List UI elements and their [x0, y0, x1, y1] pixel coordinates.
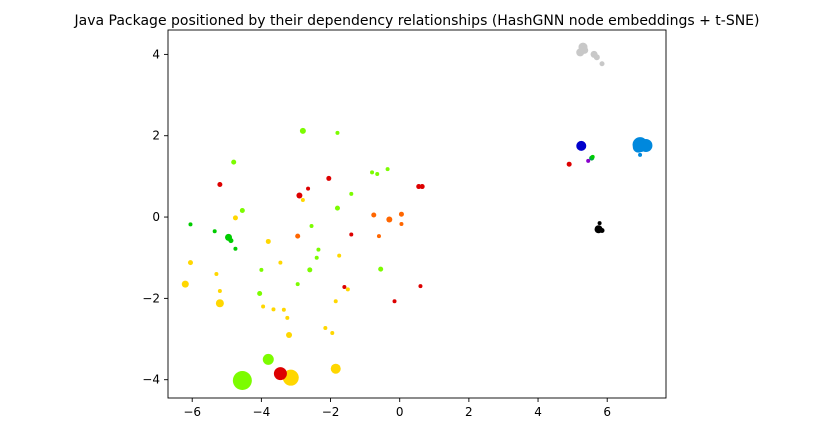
y-tick-label: 2	[152, 129, 160, 143]
data-point-60	[419, 184, 425, 190]
plot-frame	[167, 29, 667, 399]
data-point-16	[217, 289, 222, 294]
data-point-26	[259, 267, 264, 272]
data-point-78	[599, 227, 605, 233]
data-point-48	[386, 216, 393, 223]
data-point-18	[278, 260, 283, 265]
data-point-8	[323, 326, 328, 331]
data-point-38	[231, 159, 237, 165]
data-point-13	[261, 304, 266, 309]
data-point-33	[334, 205, 340, 211]
data-point-50	[399, 221, 404, 226]
data-point-79	[597, 221, 602, 226]
data-point-54	[306, 186, 311, 191]
data-point-44	[212, 229, 217, 234]
y-axis: −4 −2 0 2 4	[142, 47, 168, 387]
data-point-57	[342, 284, 347, 289]
data-point-3	[262, 353, 274, 365]
data-point-11	[281, 307, 286, 312]
data-point-24	[257, 291, 263, 296]
data-point-47	[371, 212, 377, 218]
data-point-49	[398, 211, 404, 217]
points-layer	[181, 42, 653, 391]
data-point-6	[215, 299, 224, 308]
data-point-14	[333, 299, 338, 304]
data-point-43	[233, 246, 238, 251]
data-point-7	[286, 331, 293, 338]
data-point-39	[299, 127, 306, 134]
data-point-20	[265, 238, 271, 244]
data-point-45	[188, 222, 193, 227]
data-point-53	[296, 192, 303, 199]
data-point-30	[316, 247, 321, 252]
data-point-73	[576, 140, 587, 151]
y-tick-label: 0	[152, 210, 160, 224]
data-point-0	[232, 371, 252, 391]
data-point-28	[378, 266, 384, 272]
data-point-56	[349, 232, 354, 237]
data-point-21	[232, 215, 238, 221]
data-point-4	[330, 363, 341, 374]
data-point-51	[376, 234, 381, 239]
x-tick-label: 4	[534, 405, 542, 419]
data-point-59	[416, 184, 422, 190]
x-tick-label: 6	[603, 405, 611, 419]
data-point-67	[593, 54, 600, 61]
chart-title: Java Package positioned by their depende…	[74, 13, 760, 29]
data-point-2	[273, 367, 287, 381]
data-point-34	[349, 191, 354, 196]
data-point-10	[285, 315, 290, 320]
x-axis: −6 −4 −2 0 2 4 6	[183, 398, 611, 419]
data-point-75	[590, 154, 595, 159]
y-tick-label: −4	[142, 373, 160, 387]
data-point-17	[187, 260, 193, 266]
data-point-9	[330, 330, 335, 335]
data-point-65	[581, 46, 589, 54]
data-point-76	[586, 158, 591, 163]
data-point-46	[295, 233, 301, 239]
data-point-37	[385, 167, 390, 172]
data-point-68	[599, 61, 605, 67]
data-point-36	[375, 171, 380, 176]
x-tick-label: 2	[465, 405, 473, 419]
data-point-42	[228, 238, 234, 244]
data-point-58	[392, 299, 397, 304]
x-tick-label: 0	[396, 405, 404, 419]
data-point-31	[309, 224, 314, 228]
data-point-71	[632, 141, 644, 153]
data-point-62	[566, 161, 572, 167]
data-point-40	[335, 130, 340, 135]
data-point-29	[314, 255, 319, 260]
data-point-12	[271, 307, 276, 312]
x-tick-label: −6	[183, 405, 201, 419]
data-point-61	[418, 284, 423, 289]
data-point-19	[337, 253, 342, 258]
data-point-55	[326, 175, 332, 181]
y-tick-label: 4	[152, 47, 160, 61]
data-point-72	[638, 152, 643, 157]
x-tick-label: −2	[322, 405, 340, 419]
data-point-25	[295, 282, 300, 287]
x-tick-label: −4	[253, 405, 271, 419]
data-point-32	[239, 208, 245, 214]
data-point-52	[217, 182, 223, 188]
data-point-23	[345, 287, 350, 292]
data-point-35	[370, 170, 375, 175]
data-point-15	[214, 271, 219, 276]
data-point-5	[181, 280, 189, 288]
y-tick-label: −2	[142, 291, 160, 305]
data-point-27	[307, 267, 313, 273]
data-point-22	[300, 197, 305, 202]
